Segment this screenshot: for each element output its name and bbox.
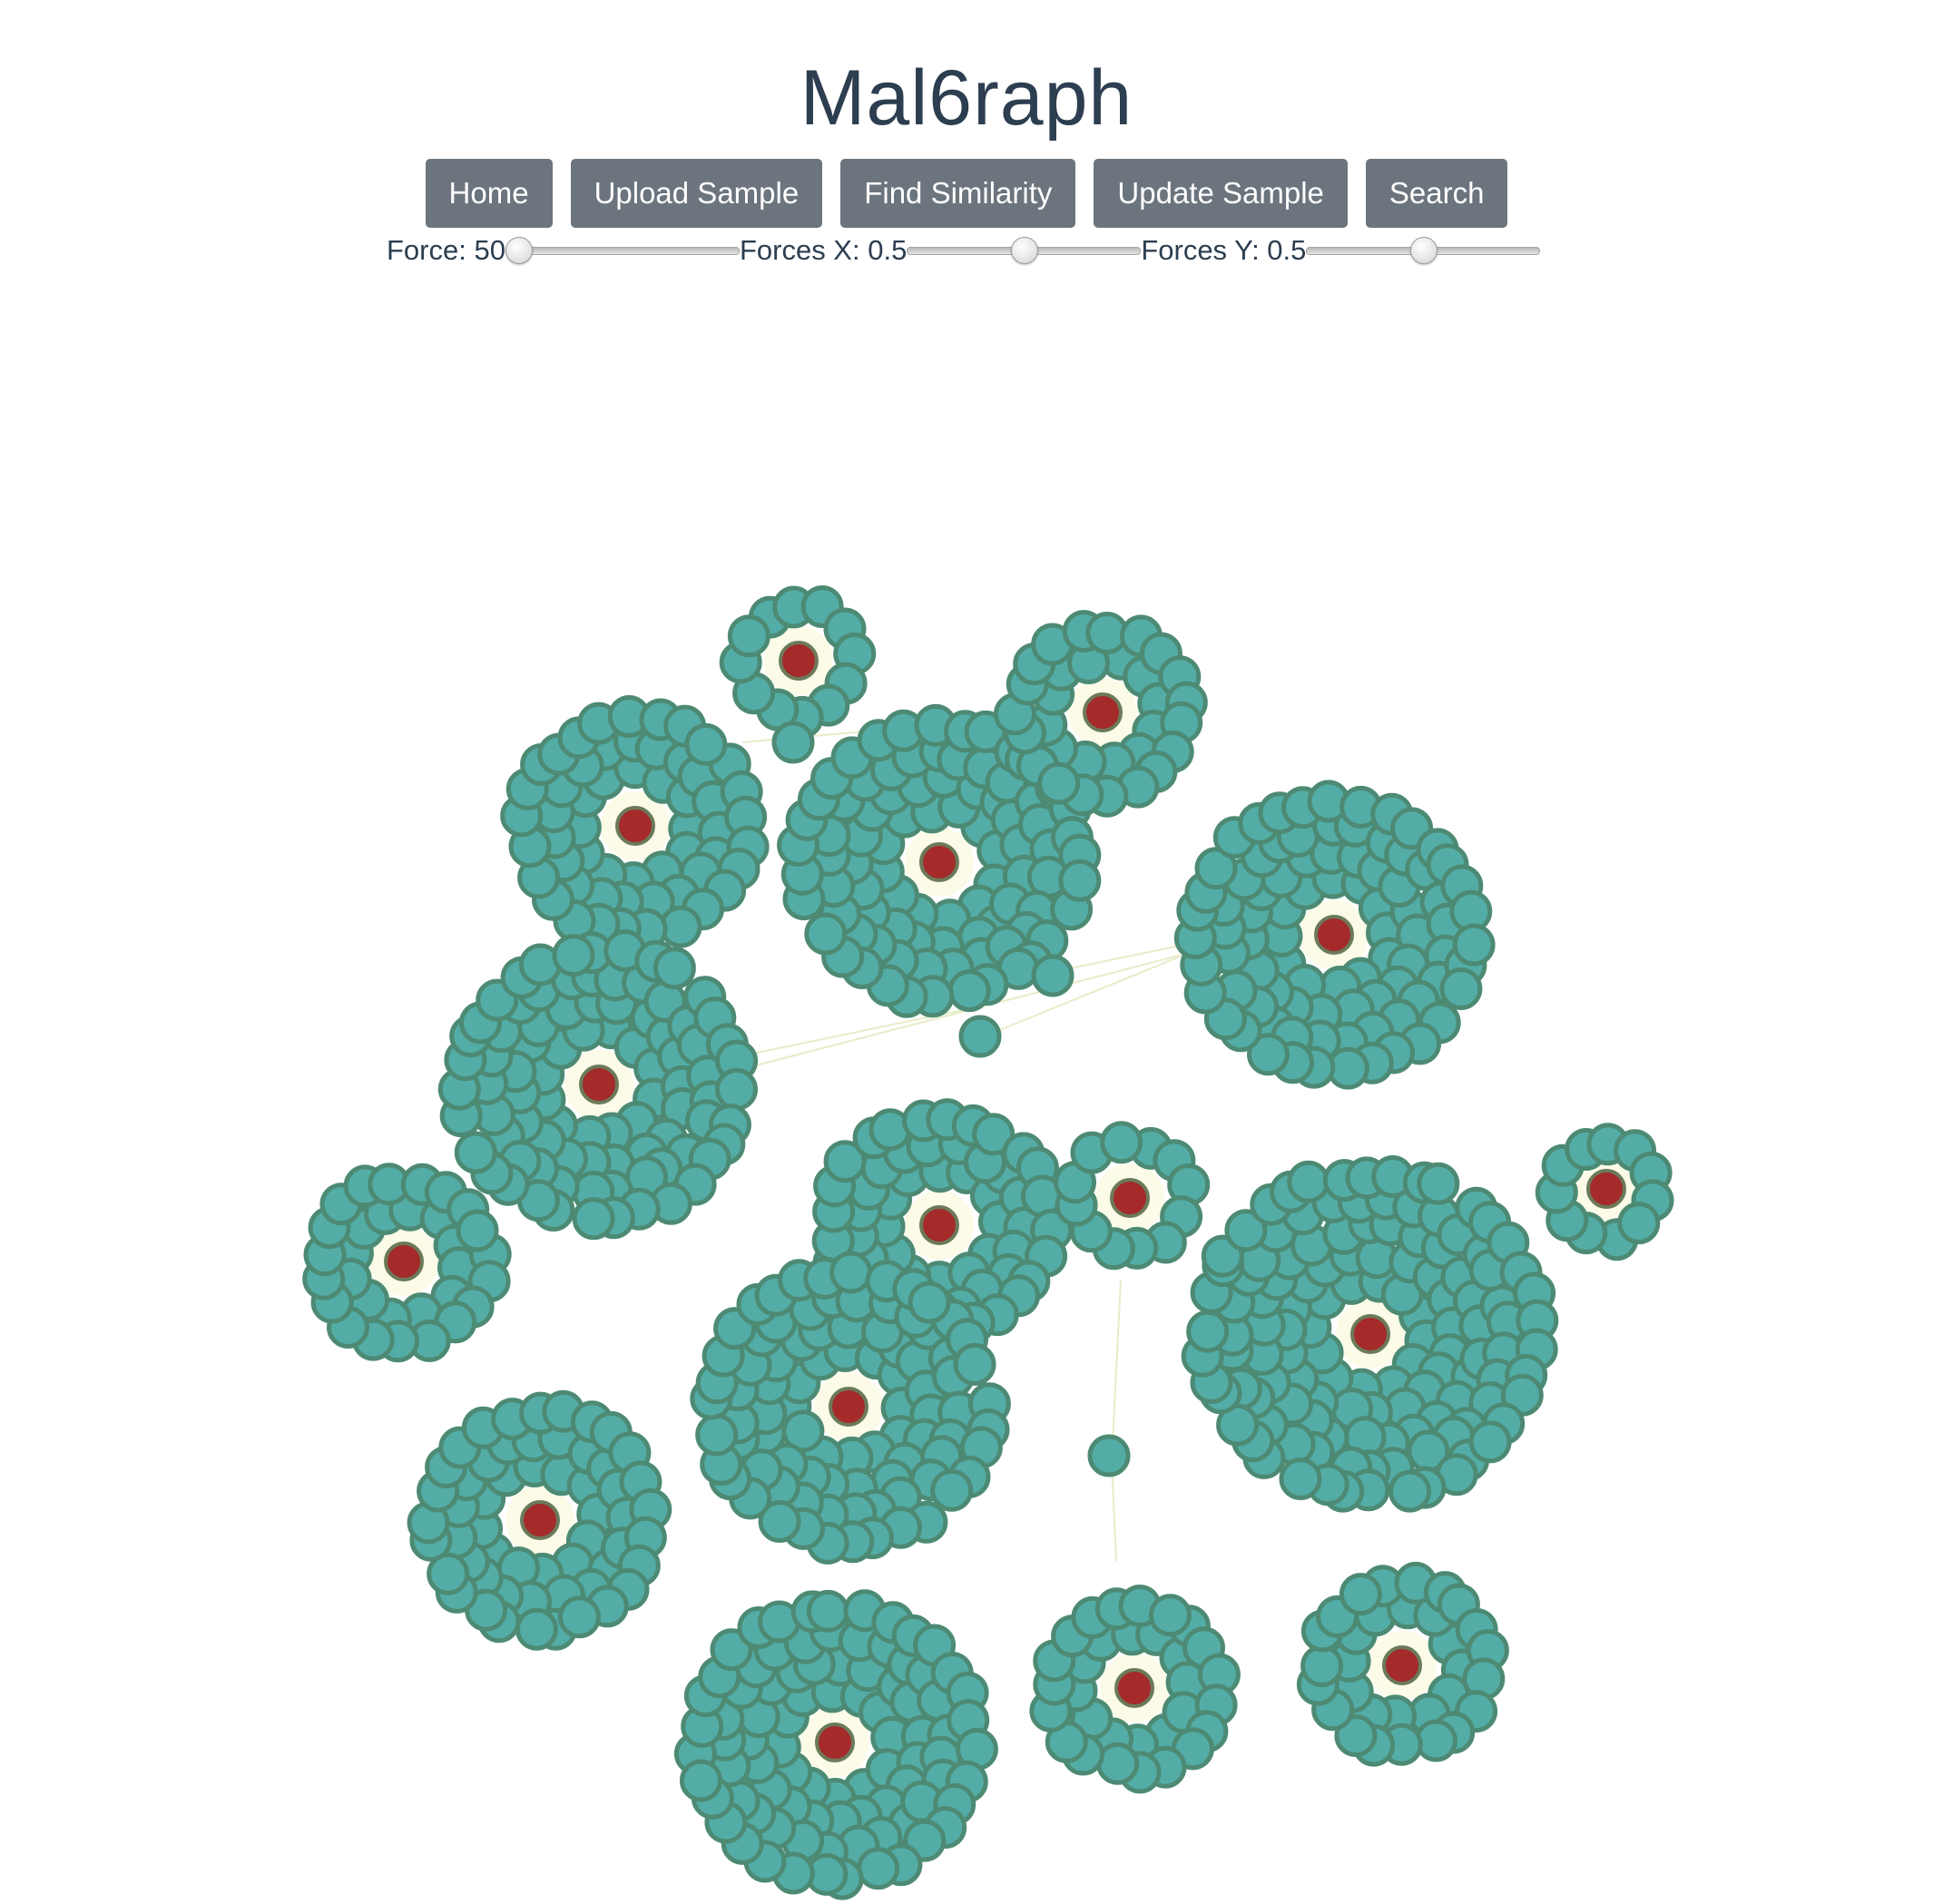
sample-node[interactable] <box>953 1342 996 1386</box>
sample-node[interactable] <box>1279 1457 1322 1500</box>
family-hub-node[interactable] <box>829 1387 868 1427</box>
sample-node[interactable] <box>1194 847 1238 890</box>
family-hub-node[interactable] <box>384 1242 424 1281</box>
family-hub-node[interactable] <box>919 1205 959 1245</box>
sample-node[interactable] <box>829 1251 873 1294</box>
sample-node[interactable] <box>1415 1719 1457 1762</box>
sample-node[interactable] <box>684 722 728 766</box>
sample-node[interactable] <box>1031 954 1074 997</box>
force-label: Force: 50 <box>387 233 505 266</box>
family-hub-node[interactable] <box>1083 692 1123 732</box>
sample-node[interactable] <box>552 934 595 977</box>
sample-node[interactable] <box>771 721 815 764</box>
sample-node[interactable] <box>1100 1121 1143 1164</box>
force-slider-thumb[interactable] <box>505 236 533 264</box>
sample-node[interactable] <box>1148 1594 1192 1637</box>
sample-node[interactable] <box>427 1552 470 1595</box>
sample-node[interactable] <box>1417 1162 1460 1205</box>
family-hub-node[interactable] <box>520 1500 560 1540</box>
sample-node[interactable] <box>1300 1644 1344 1688</box>
sample-node[interactable] <box>653 947 696 990</box>
sample-node[interactable] <box>930 1468 974 1512</box>
sample-node[interactable] <box>1287 1160 1330 1203</box>
sample-node[interactable] <box>758 1500 801 1543</box>
sample-node[interactable] <box>1224 1209 1268 1252</box>
forces-y-slider-thumb[interactable] <box>1410 236 1438 264</box>
sample-node[interactable] <box>710 1628 753 1672</box>
family-hub-node[interactable] <box>779 641 819 681</box>
graph-link <box>981 952 1190 1038</box>
sample-node[interactable] <box>1186 1310 1230 1353</box>
forces-x-slider-thumb[interactable] <box>1011 236 1039 264</box>
family-hub-node[interactable] <box>815 1722 855 1762</box>
sample-node[interactable] <box>806 1589 849 1633</box>
family-hub-node[interactable] <box>919 842 959 882</box>
family-hub-node[interactable] <box>1586 1169 1626 1209</box>
sample-node[interactable] <box>1339 1573 1382 1616</box>
sample-node[interactable] <box>972 1113 1016 1156</box>
sample-node[interactable] <box>715 1067 758 1111</box>
sample-node[interactable] <box>454 1131 497 1174</box>
sample-node[interactable] <box>1468 1420 1512 1464</box>
sample-node[interactable] <box>680 1759 722 1802</box>
sample-node[interactable] <box>1452 923 1496 967</box>
sample-node[interactable] <box>727 614 770 658</box>
sample-node[interactable] <box>1096 1742 1140 1785</box>
find-similarity-button[interactable]: Find Similarity <box>840 159 1076 228</box>
upload-sample-button[interactable]: Upload Sample <box>570 159 823 228</box>
forces-y-slider[interactable] <box>1306 232 1541 269</box>
family-hub-node[interactable] <box>579 1065 619 1104</box>
sample-node[interactable] <box>572 1197 615 1241</box>
forces-x-slider[interactable] <box>907 232 1142 269</box>
sample-node[interactable] <box>857 1847 900 1890</box>
sample-node[interactable] <box>947 969 991 1013</box>
force-slider[interactable] <box>505 232 740 269</box>
sample-node[interactable] <box>1439 967 1483 1010</box>
forces-x-label: Forces X: 0.5 <box>739 233 908 266</box>
sample-node[interactable] <box>695 1413 739 1457</box>
app-title: Mal6raph <box>800 54 1133 142</box>
sample-node[interactable] <box>1058 859 1102 902</box>
sample-node[interactable] <box>1388 1469 1431 1513</box>
forces-y-label: Forces Y: 0.5 <box>1141 233 1307 266</box>
sample-node[interactable] <box>908 1281 951 1324</box>
family-hub-node[interactable] <box>615 806 655 846</box>
family-hub-node[interactable] <box>1114 1668 1154 1708</box>
family-hub-node[interactable] <box>1350 1314 1390 1354</box>
sample-node[interactable] <box>1037 761 1081 805</box>
family-hub-node[interactable] <box>1382 1645 1422 1685</box>
family-hub-node[interactable] <box>1110 1178 1150 1218</box>
sample-node[interactable] <box>558 1595 601 1639</box>
sample-node[interactable] <box>515 1607 558 1651</box>
nodes-layer <box>302 585 1674 1900</box>
graph-link <box>1111 1279 1122 1462</box>
sample-node[interactable] <box>456 1209 499 1252</box>
sample-node[interactable] <box>1617 1202 1661 1245</box>
nav-bar: Home Upload Sample Find Similarity Update S… <box>0 159 1933 228</box>
sample-node[interactable] <box>1247 1033 1290 1076</box>
sample-node[interactable] <box>804 912 848 956</box>
sample-node[interactable] <box>1216 1403 1260 1447</box>
search-button[interactable]: Search <box>1365 159 1508 228</box>
graph-link <box>1056 943 1190 972</box>
family-hub-node[interactable] <box>1314 915 1354 955</box>
update-sample-button[interactable]: Update Sample <box>1094 159 1348 228</box>
sample-node[interactable] <box>958 1015 1002 1058</box>
sample-node[interactable] <box>1087 1434 1131 1477</box>
sample-node[interactable] <box>823 1140 867 1183</box>
force-controls: Force: 50 Forces X: 0.5 Forces Y: 0.5 <box>387 231 1541 269</box>
graph-link <box>1111 1460 1117 1562</box>
home-button[interactable]: Home <box>425 159 553 228</box>
graph-link <box>734 952 1190 1072</box>
